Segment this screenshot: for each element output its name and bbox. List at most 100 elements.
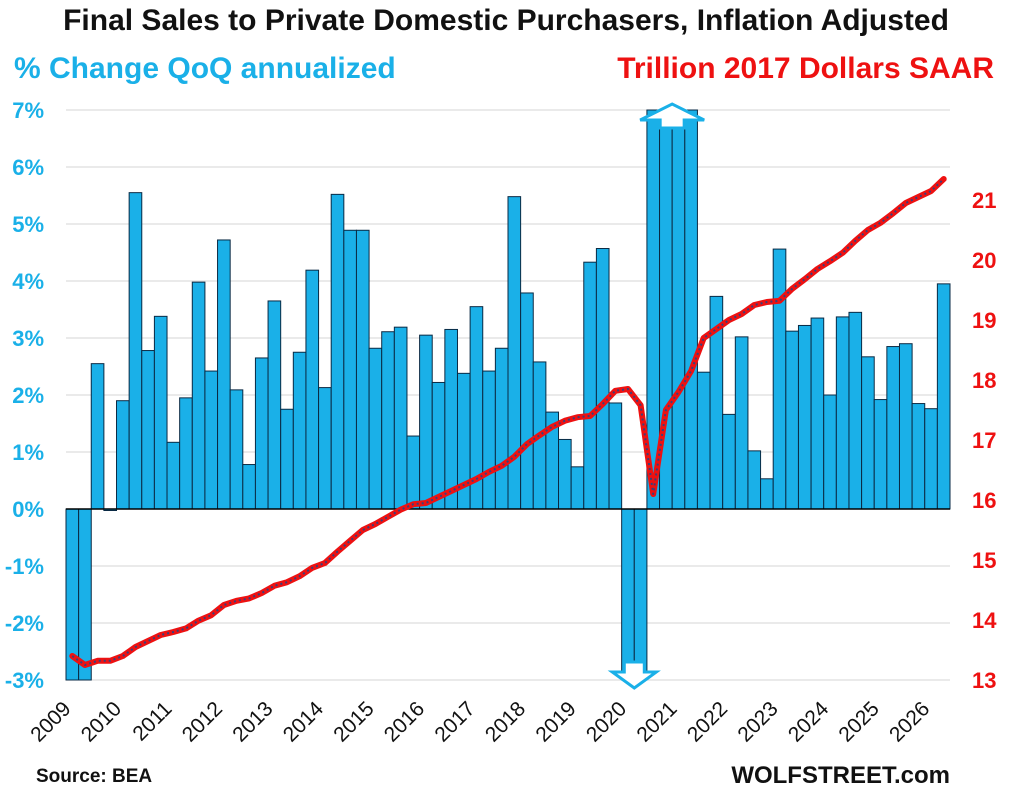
bar <box>292 351 307 510</box>
bar <box>722 413 736 510</box>
bar <box>330 193 345 510</box>
x-tick-label: 2023 <box>733 697 782 746</box>
bar <box>684 109 698 510</box>
bar <box>116 400 130 510</box>
bar <box>861 356 875 510</box>
left-tick-label: 0% <box>12 497 44 522</box>
left-tick-label: -2% <box>5 611 44 636</box>
x-tick-label: 2022 <box>683 697 732 746</box>
bar <box>267 300 282 510</box>
right-axis-ticks: 13 14 15 16 17 18 19 20 21 <box>972 188 997 693</box>
bar <box>381 331 395 510</box>
x-tick-label: 2025 <box>834 697 883 746</box>
x-tick-label: 2009 <box>26 697 75 746</box>
x-tick-label: 2012 <box>178 697 227 746</box>
bar <box>419 334 433 510</box>
up-arrow-indicator <box>639 102 705 130</box>
bar <box>520 292 534 510</box>
bar <box>747 450 762 510</box>
bar <box>570 466 585 510</box>
x-tick-label: 2013 <box>228 697 277 746</box>
x-tick-label: 2017 <box>430 697 479 746</box>
bar <box>898 343 913 510</box>
bar <box>760 478 774 510</box>
left-tick-label: 3% <box>12 326 44 351</box>
down-arrow-indicator <box>607 660 661 690</box>
bar <box>494 347 509 510</box>
left-tick-label: -3% <box>5 668 44 693</box>
right-tick-label: 17 <box>972 428 996 453</box>
x-tick-label: 2016 <box>380 697 429 746</box>
bar <box>772 248 787 510</box>
bar <box>671 109 686 510</box>
left-tick-label: 5% <box>12 212 44 237</box>
bar <box>482 370 496 510</box>
bar <box>810 317 825 510</box>
bar <box>696 371 711 510</box>
x-tick-label: 2021 <box>632 697 681 746</box>
x-axis-ticks: 2009 2010 2011 2012 2013 2014 2015 2016 2017 2018… <box>26 697 934 747</box>
bar <box>583 261 597 510</box>
left-tick-label: 7% <box>12 98 44 123</box>
bar <box>911 403 926 510</box>
left-axis-ticks: -3% -2% -1% 0% 1% 2% 3% 4% 5% 6% 7% <box>5 98 44 693</box>
bar <box>595 248 610 510</box>
x-tick-label: 2014 <box>279 697 329 747</box>
left-tick-label: 1% <box>12 440 44 465</box>
bar <box>229 389 244 510</box>
bar-series <box>65 109 951 681</box>
left-tick-label: 2% <box>12 383 44 408</box>
x-tick-label: 2026 <box>885 697 934 746</box>
bar <box>431 381 446 510</box>
bar <box>179 397 193 510</box>
bar <box>90 363 105 510</box>
bar <box>873 399 888 510</box>
x-tick-label: 2015 <box>329 697 378 746</box>
bar <box>128 192 143 510</box>
bar <box>406 435 421 510</box>
right-tick-label: 16 <box>972 488 996 513</box>
x-tick-label: 2019 <box>531 697 580 746</box>
right-tick-label: 21 <box>972 188 996 213</box>
bar <box>823 394 837 510</box>
left-tick-label: 6% <box>12 155 44 180</box>
bar <box>153 315 168 510</box>
left-tick-label: -1% <box>5 554 44 579</box>
clip-indicators <box>607 102 705 690</box>
bar <box>368 347 383 510</box>
bar <box>558 438 572 510</box>
x-tick-label: 2011 <box>128 697 176 745</box>
brand-name: WOLFSTREET.com <box>731 762 950 789</box>
bar <box>393 326 408 510</box>
bar <box>204 370 219 510</box>
bar <box>217 239 231 510</box>
bar <box>343 229 357 510</box>
bar <box>621 508 635 681</box>
bar <box>78 508 92 681</box>
chart-title: Final Sales to Private Domestic Purchase… <box>63 4 949 37</box>
x-tick-label: 2018 <box>481 697 530 746</box>
right-tick-label: 20 <box>972 248 996 273</box>
bar <box>848 311 863 510</box>
right-tick-label: 14 <box>972 608 997 633</box>
line-series-dots <box>71 178 945 666</box>
bar <box>936 283 951 510</box>
source-note: Source: BEA <box>36 766 153 787</box>
left-tick-label: 4% <box>12 269 44 294</box>
bar <box>191 281 206 510</box>
bar <box>318 387 332 510</box>
bar <box>242 464 256 510</box>
right-tick-label: 19 <box>972 308 996 333</box>
bar <box>280 408 294 510</box>
x-tick-label: 2020 <box>582 697 631 746</box>
bar <box>254 357 269 510</box>
bar <box>608 402 623 510</box>
right-tick-label: 13 <box>972 668 996 693</box>
bar <box>785 330 799 510</box>
bar <box>797 324 812 510</box>
left-axis-label: % Change QoQ annualized <box>14 52 396 85</box>
bar <box>305 269 320 510</box>
bar <box>633 508 648 681</box>
x-tick-label: 2010 <box>77 697 126 746</box>
